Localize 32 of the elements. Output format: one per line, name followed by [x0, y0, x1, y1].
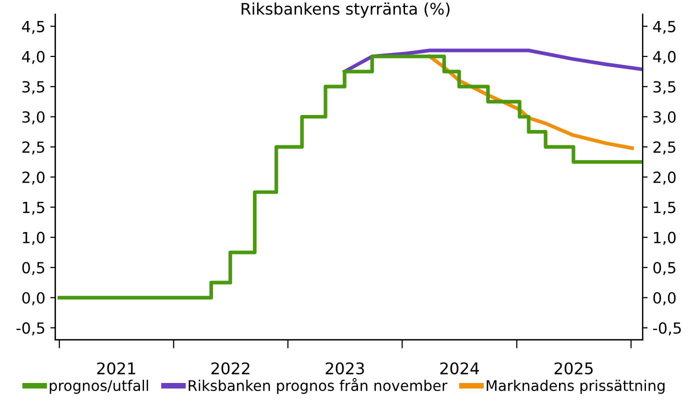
y2-tick-label: 4,0	[653, 50, 676, 64]
x-tick-label: 2022	[211, 362, 250, 374]
y2-tick-label: 0,5	[653, 262, 676, 276]
y2-tick-label: 2,5	[653, 141, 676, 154]
x-tick-label: 2021	[97, 362, 136, 374]
y-tick-label: 1,0	[22, 232, 45, 245]
y2-tick-label: 0,0	[653, 292, 676, 306]
legend-label: Riksbanken prognos från november	[188, 378, 448, 394]
x-tick-label: 2025	[554, 362, 593, 374]
y-tick-label: 4,0	[22, 50, 45, 64]
y-tick-label: 0,0	[22, 292, 45, 306]
y-tick-label: 2,5	[22, 141, 44, 154]
legend-label: Marknadens prissättning	[486, 380, 665, 394]
y2-tick-label: 1,0	[654, 232, 676, 245]
y2-tick-label: 3,0	[654, 111, 676, 124]
line-series	[342, 48, 643, 74]
y2-tick-label: 4,5	[653, 20, 676, 34]
y2-tick-label: 3,5	[654, 81, 676, 94]
x-tick-label: 2024	[440, 362, 479, 374]
y-tick-label: -0,5	[16, 322, 44, 336]
y-tick-label: 0,5	[22, 262, 44, 276]
y-tick-label: 1,5	[22, 202, 44, 215]
y-tick-label: 4,5	[22, 20, 44, 34]
legend-label: prognos/utfall	[50, 380, 148, 394]
y-tick-label: 3,0	[22, 111, 45, 124]
y2-tick-label: 2,0	[653, 172, 676, 185]
y-tick-label: 3,5	[22, 81, 44, 94]
chart-title: Riksbankens styrränta (%)	[242, 2, 450, 18]
y2-tick-label: -0,5	[653, 322, 681, 336]
y-tick-label: 2,0	[22, 172, 45, 185]
y2-tick-label: 1,5	[654, 202, 676, 215]
x-tick-label: 2023	[326, 362, 364, 374]
